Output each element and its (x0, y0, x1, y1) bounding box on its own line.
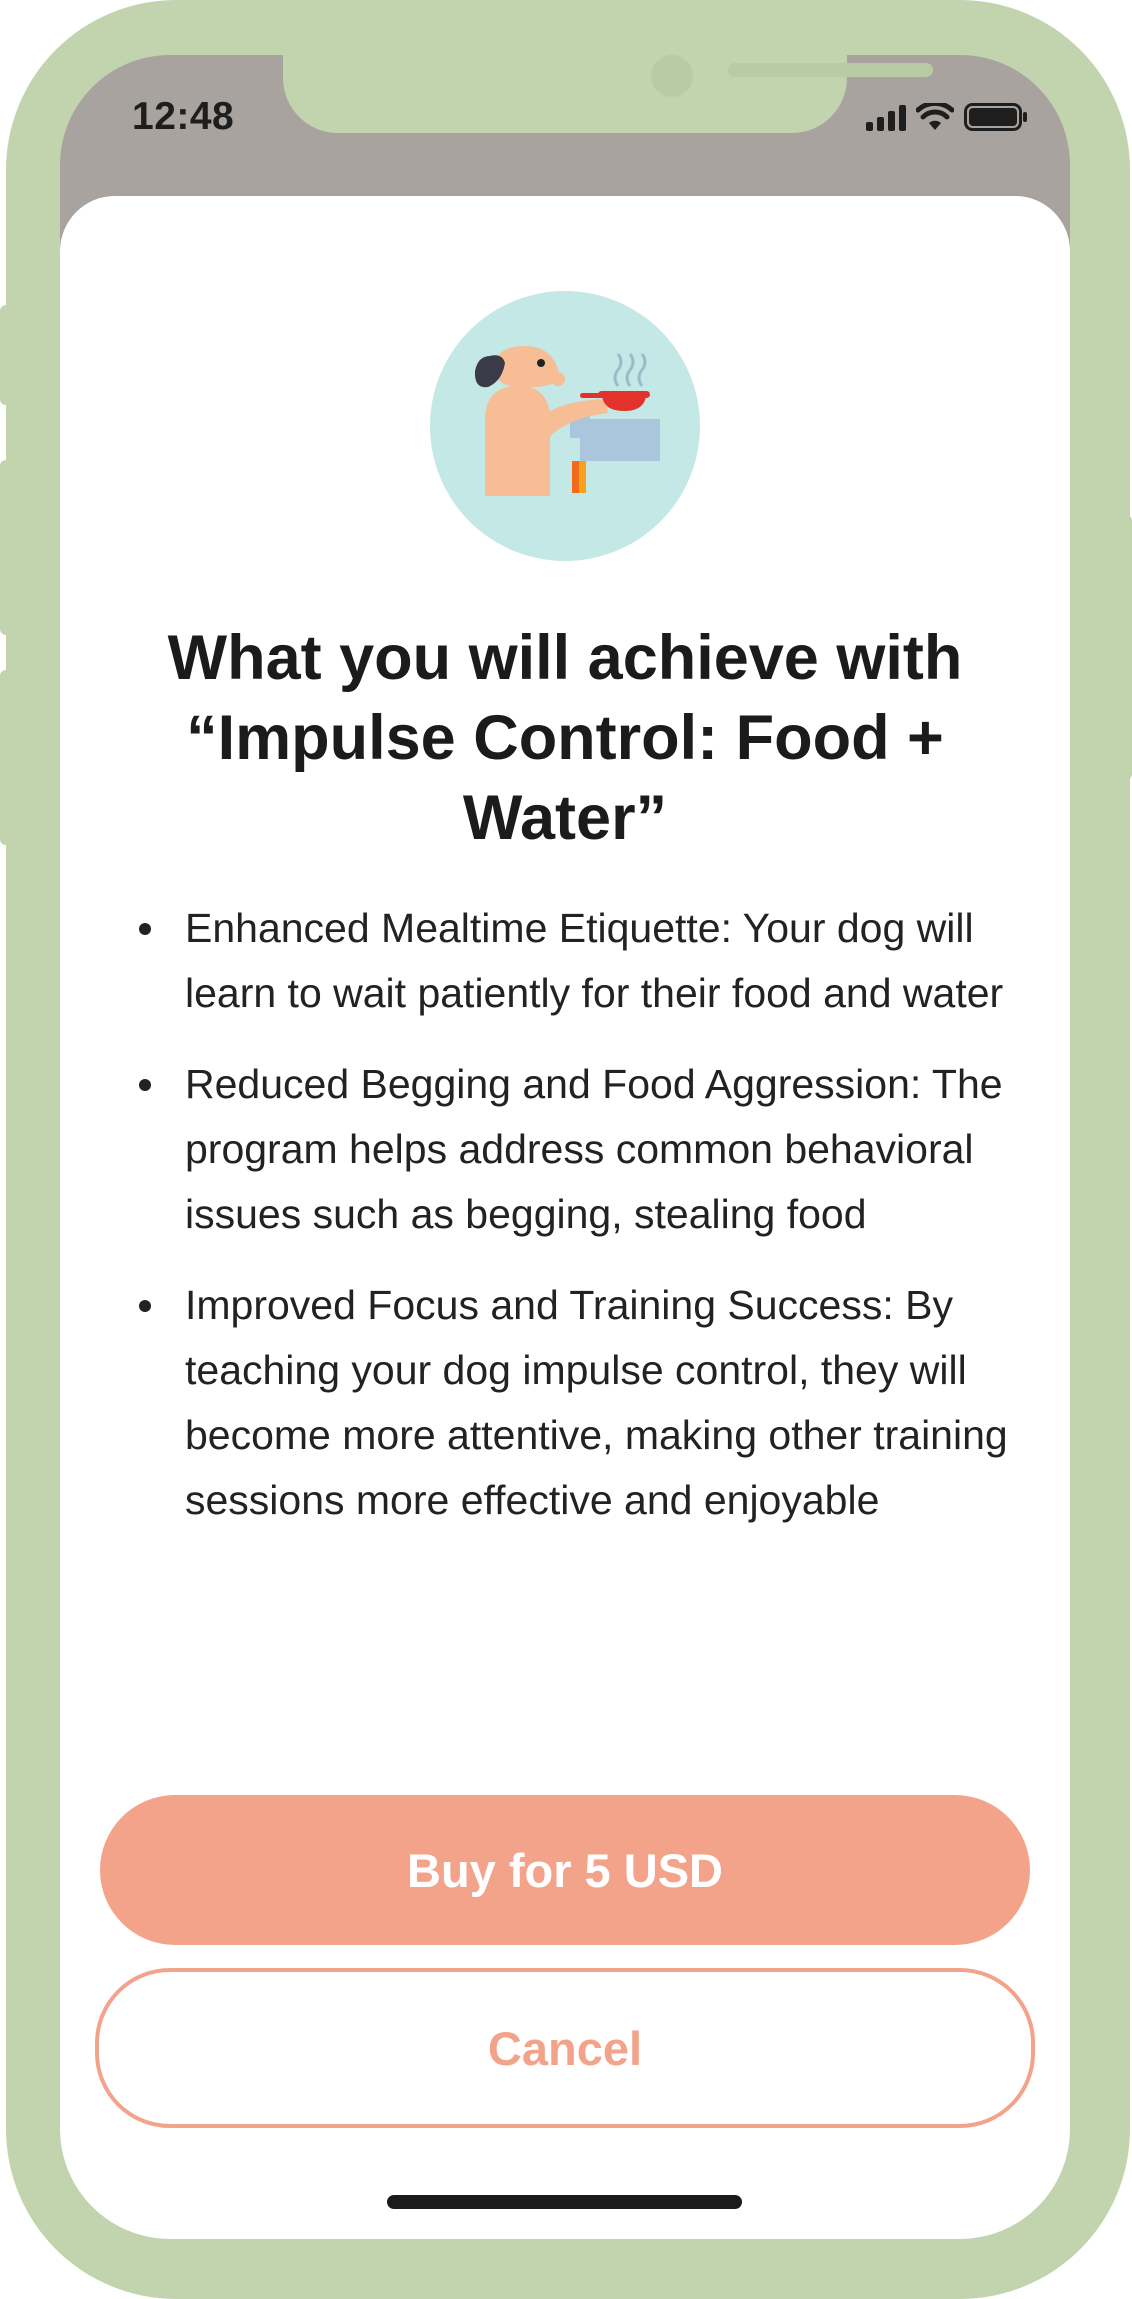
volume-up-button (0, 460, 12, 635)
earpiece-speaker (728, 63, 933, 77)
power-button (1120, 515, 1132, 780)
battery-icon (964, 103, 1027, 131)
status-time: 12:48 (132, 95, 235, 138)
benefits-list: Enhanced Mealtime Etiquette: Your dog wi… (120, 896, 1045, 1559)
volume-down-button (0, 670, 12, 845)
wifi-icon (916, 103, 954, 130)
buy-button[interactable]: Buy for 5 USD (100, 1795, 1030, 1945)
home-indicator[interactable] (387, 2195, 742, 2209)
cellular-signal-icon (866, 105, 906, 131)
status-icons (866, 101, 1028, 131)
notch (283, 55, 933, 133)
sheet-title: What you will achieve with “Impulse Cont… (167, 623, 963, 853)
purchase-sheet: What you will achieve with “Impulse Cont… (60, 196, 1070, 2239)
screen: 12:48 (60, 55, 1070, 2239)
benefit-item: Improved Focus and Training Success: By … (125, 1273, 1045, 1533)
mute-switch (0, 305, 12, 405)
cancel-button[interactable]: Cancel (95, 1968, 1035, 2128)
front-camera (651, 55, 693, 97)
benefit-item: Enhanced Mealtime Etiquette: Your dog wi… (125, 896, 1045, 1026)
dog-cooking-icon (430, 291, 700, 561)
benefit-item: Reduced Begging and Food Aggression: The… (125, 1052, 1045, 1247)
